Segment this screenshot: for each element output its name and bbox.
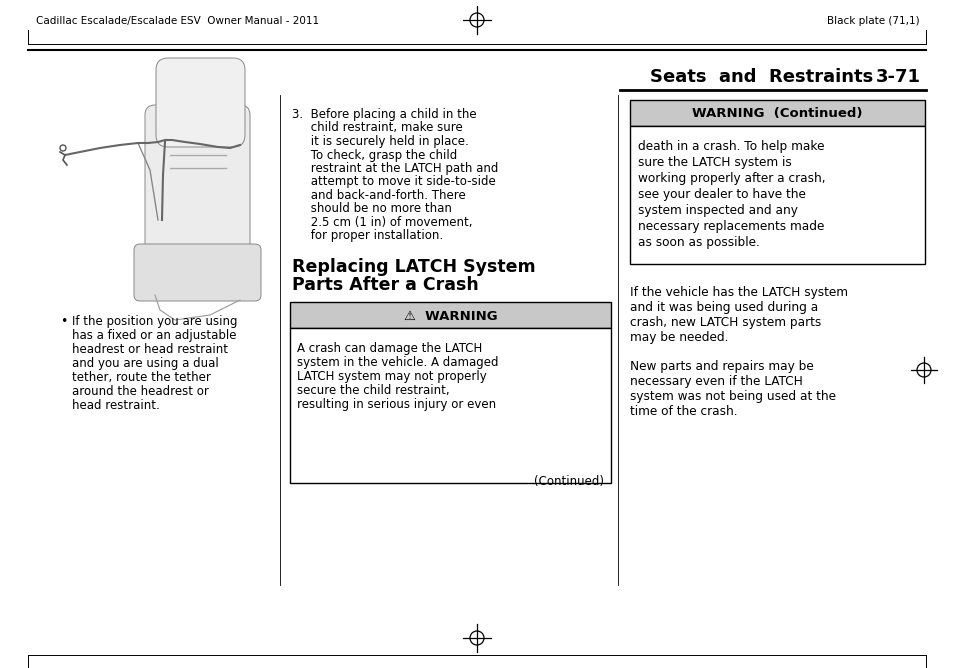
Bar (629, 126, 924, 264)
Text: should be no more than: should be no more than (292, 202, 452, 216)
Text: resulting in serious injury or even: resulting in serious injury or even (296, 398, 496, 411)
Text: see your dealer to have the: see your dealer to have the (638, 188, 805, 201)
Text: it is securely held in place.: it is securely held in place. (292, 135, 468, 148)
Text: If the vehicle has the LATCH system: If the vehicle has the LATCH system (629, 286, 847, 299)
Text: system inspected and any: system inspected and any (638, 204, 797, 217)
Text: Black plate (71,1): Black plate (71,1) (826, 16, 919, 26)
Text: tether, route the tether: tether, route the tether (71, 371, 211, 384)
FancyBboxPatch shape (133, 244, 261, 301)
Text: as soon as possible.: as soon as possible. (638, 236, 759, 249)
Text: To check, grasp the child: To check, grasp the child (292, 148, 456, 162)
Text: (Continued): (Continued) (534, 475, 603, 488)
Text: sure the LATCH system is: sure the LATCH system is (638, 156, 791, 169)
Text: If the position you are using: If the position you are using (71, 315, 237, 328)
Text: A crash can damage the LATCH: A crash can damage the LATCH (296, 342, 482, 355)
Text: necessary replacements made: necessary replacements made (638, 220, 823, 233)
Text: head restraint.: head restraint. (71, 399, 159, 412)
Text: crash, new LATCH system parts: crash, new LATCH system parts (629, 316, 821, 329)
Text: and you are using a dual: and you are using a dual (71, 357, 218, 370)
FancyBboxPatch shape (156, 58, 245, 147)
Text: headrest or head restraint: headrest or head restraint (71, 343, 228, 356)
Text: system in the vehicle. A damaged: system in the vehicle. A damaged (296, 356, 498, 369)
Text: LATCH system may not properly: LATCH system may not properly (296, 370, 486, 383)
Text: for proper installation.: for proper installation. (292, 230, 442, 242)
Text: Replacing LATCH System: Replacing LATCH System (292, 258, 535, 276)
Text: New parts and repairs may be: New parts and repairs may be (629, 360, 813, 373)
Text: Seats  and  Restraints: Seats and Restraints (649, 68, 872, 86)
Text: attempt to move it side-to-side: attempt to move it side-to-side (292, 176, 496, 188)
Text: necessary even if the LATCH: necessary even if the LATCH (629, 375, 802, 388)
Text: has a fixed or an adjustable: has a fixed or an adjustable (71, 329, 236, 342)
FancyBboxPatch shape (145, 105, 250, 280)
Text: ⚠  WARNING: ⚠ WARNING (403, 309, 497, 323)
Text: restraint at the LATCH path and: restraint at the LATCH path and (292, 162, 497, 175)
Text: system was not being used at the: system was not being used at the (629, 390, 835, 403)
Text: Parts After a Crash: Parts After a Crash (292, 276, 478, 294)
Text: 2.5 cm (1 in) of movement,: 2.5 cm (1 in) of movement, (292, 216, 472, 229)
Bar (290, 328, 610, 483)
Text: secure the child restraint,: secure the child restraint, (296, 384, 449, 397)
Text: child restraint, make sure: child restraint, make sure (292, 122, 462, 134)
Text: death in a crash. To help make: death in a crash. To help make (638, 140, 823, 153)
Text: 3-71: 3-71 (875, 68, 920, 86)
Text: and it was being used during a: and it was being used during a (629, 301, 818, 314)
Text: •: • (60, 315, 68, 328)
Text: Cadillac Escalade/Escalade ESV  Owner Manual - 2011: Cadillac Escalade/Escalade ESV Owner Man… (36, 16, 319, 26)
Text: time of the crash.: time of the crash. (629, 405, 737, 418)
Text: working properly after a crash,: working properly after a crash, (638, 172, 824, 185)
Text: around the headrest or: around the headrest or (71, 385, 209, 398)
Text: WARNING  (Continued): WARNING (Continued) (692, 108, 862, 120)
Bar (629, 100, 924, 126)
Text: 3.  Before placing a child in the: 3. Before placing a child in the (292, 108, 476, 121)
Text: may be needed.: may be needed. (629, 331, 727, 344)
Bar (290, 302, 610, 328)
Text: and back-and-forth. There: and back-and-forth. There (292, 189, 465, 202)
